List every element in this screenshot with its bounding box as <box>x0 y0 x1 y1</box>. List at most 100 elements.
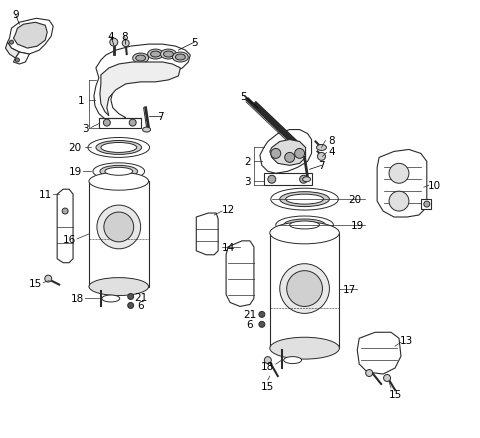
Text: 2: 2 <box>245 157 251 167</box>
Text: 21: 21 <box>134 292 147 302</box>
Circle shape <box>268 176 276 184</box>
Text: 4: 4 <box>108 32 114 42</box>
Text: 5: 5 <box>191 38 198 48</box>
Text: 4: 4 <box>328 147 335 157</box>
Circle shape <box>104 212 133 242</box>
Circle shape <box>122 41 129 47</box>
Polygon shape <box>89 182 149 287</box>
Text: 19: 19 <box>350 220 364 230</box>
Circle shape <box>110 39 118 47</box>
Ellipse shape <box>105 168 132 176</box>
Text: 8: 8 <box>328 135 335 145</box>
Ellipse shape <box>93 163 144 180</box>
Ellipse shape <box>102 295 120 302</box>
Polygon shape <box>357 332 401 374</box>
Ellipse shape <box>286 195 324 205</box>
Text: 15: 15 <box>261 381 275 391</box>
Ellipse shape <box>172 53 188 63</box>
Ellipse shape <box>316 145 326 151</box>
Ellipse shape <box>132 54 149 64</box>
Text: 6: 6 <box>247 320 253 329</box>
Ellipse shape <box>280 192 329 207</box>
Circle shape <box>45 276 52 283</box>
Polygon shape <box>226 241 254 307</box>
Ellipse shape <box>271 189 338 211</box>
Text: 3: 3 <box>245 177 251 187</box>
Text: 1: 1 <box>78 95 84 106</box>
Polygon shape <box>196 214 218 255</box>
Text: 15: 15 <box>388 389 402 399</box>
Polygon shape <box>13 23 47 49</box>
Polygon shape <box>100 63 180 117</box>
Text: 3: 3 <box>82 124 88 133</box>
Text: 10: 10 <box>428 181 441 191</box>
Ellipse shape <box>136 56 145 62</box>
Circle shape <box>389 164 409 184</box>
Circle shape <box>264 357 271 364</box>
Circle shape <box>15 59 19 63</box>
Ellipse shape <box>89 173 149 191</box>
Polygon shape <box>99 118 141 128</box>
Circle shape <box>384 374 391 381</box>
Ellipse shape <box>88 138 150 158</box>
Text: 19: 19 <box>69 167 82 177</box>
Ellipse shape <box>290 222 320 230</box>
Ellipse shape <box>164 52 173 58</box>
Text: 17: 17 <box>343 284 356 294</box>
Circle shape <box>259 312 265 318</box>
Ellipse shape <box>147 50 164 60</box>
Circle shape <box>10 41 13 45</box>
Ellipse shape <box>101 143 137 153</box>
Polygon shape <box>260 130 312 174</box>
Circle shape <box>366 370 372 377</box>
Circle shape <box>300 176 308 184</box>
Ellipse shape <box>302 177 311 182</box>
Text: 18: 18 <box>261 361 275 371</box>
Text: 20: 20 <box>348 194 362 205</box>
Text: 14: 14 <box>221 242 235 252</box>
Circle shape <box>259 321 265 328</box>
Text: 18: 18 <box>71 294 84 304</box>
Polygon shape <box>264 174 312 186</box>
Text: 21: 21 <box>243 310 257 320</box>
Text: 11: 11 <box>38 190 52 200</box>
Text: 9: 9 <box>12 10 19 20</box>
Ellipse shape <box>284 357 301 364</box>
Circle shape <box>128 303 133 309</box>
Ellipse shape <box>100 166 138 178</box>
Circle shape <box>317 153 325 161</box>
Polygon shape <box>94 45 190 122</box>
Ellipse shape <box>151 52 160 58</box>
Polygon shape <box>5 43 19 59</box>
Text: 12: 12 <box>221 205 235 215</box>
Circle shape <box>389 192 409 212</box>
Circle shape <box>129 120 136 127</box>
Ellipse shape <box>276 216 334 234</box>
Circle shape <box>103 120 110 127</box>
Text: 5: 5 <box>240 92 247 102</box>
Circle shape <box>287 271 323 307</box>
Ellipse shape <box>270 337 339 359</box>
Circle shape <box>280 264 329 314</box>
Polygon shape <box>377 150 427 218</box>
Circle shape <box>62 208 68 215</box>
Text: 20: 20 <box>69 143 82 153</box>
Circle shape <box>271 149 281 159</box>
Text: 8: 8 <box>121 32 128 42</box>
Text: 15: 15 <box>29 278 42 288</box>
Ellipse shape <box>143 128 151 133</box>
Ellipse shape <box>96 141 142 155</box>
Text: 16: 16 <box>62 234 76 244</box>
Circle shape <box>295 149 305 159</box>
Polygon shape <box>421 200 431 209</box>
Circle shape <box>285 153 295 163</box>
Ellipse shape <box>89 278 149 296</box>
Text: 6: 6 <box>137 301 144 311</box>
Circle shape <box>128 294 133 300</box>
Circle shape <box>97 205 141 249</box>
Polygon shape <box>270 140 306 166</box>
Polygon shape <box>270 233 339 348</box>
Ellipse shape <box>284 219 325 231</box>
Text: 7: 7 <box>157 111 164 121</box>
Polygon shape <box>8 19 53 55</box>
